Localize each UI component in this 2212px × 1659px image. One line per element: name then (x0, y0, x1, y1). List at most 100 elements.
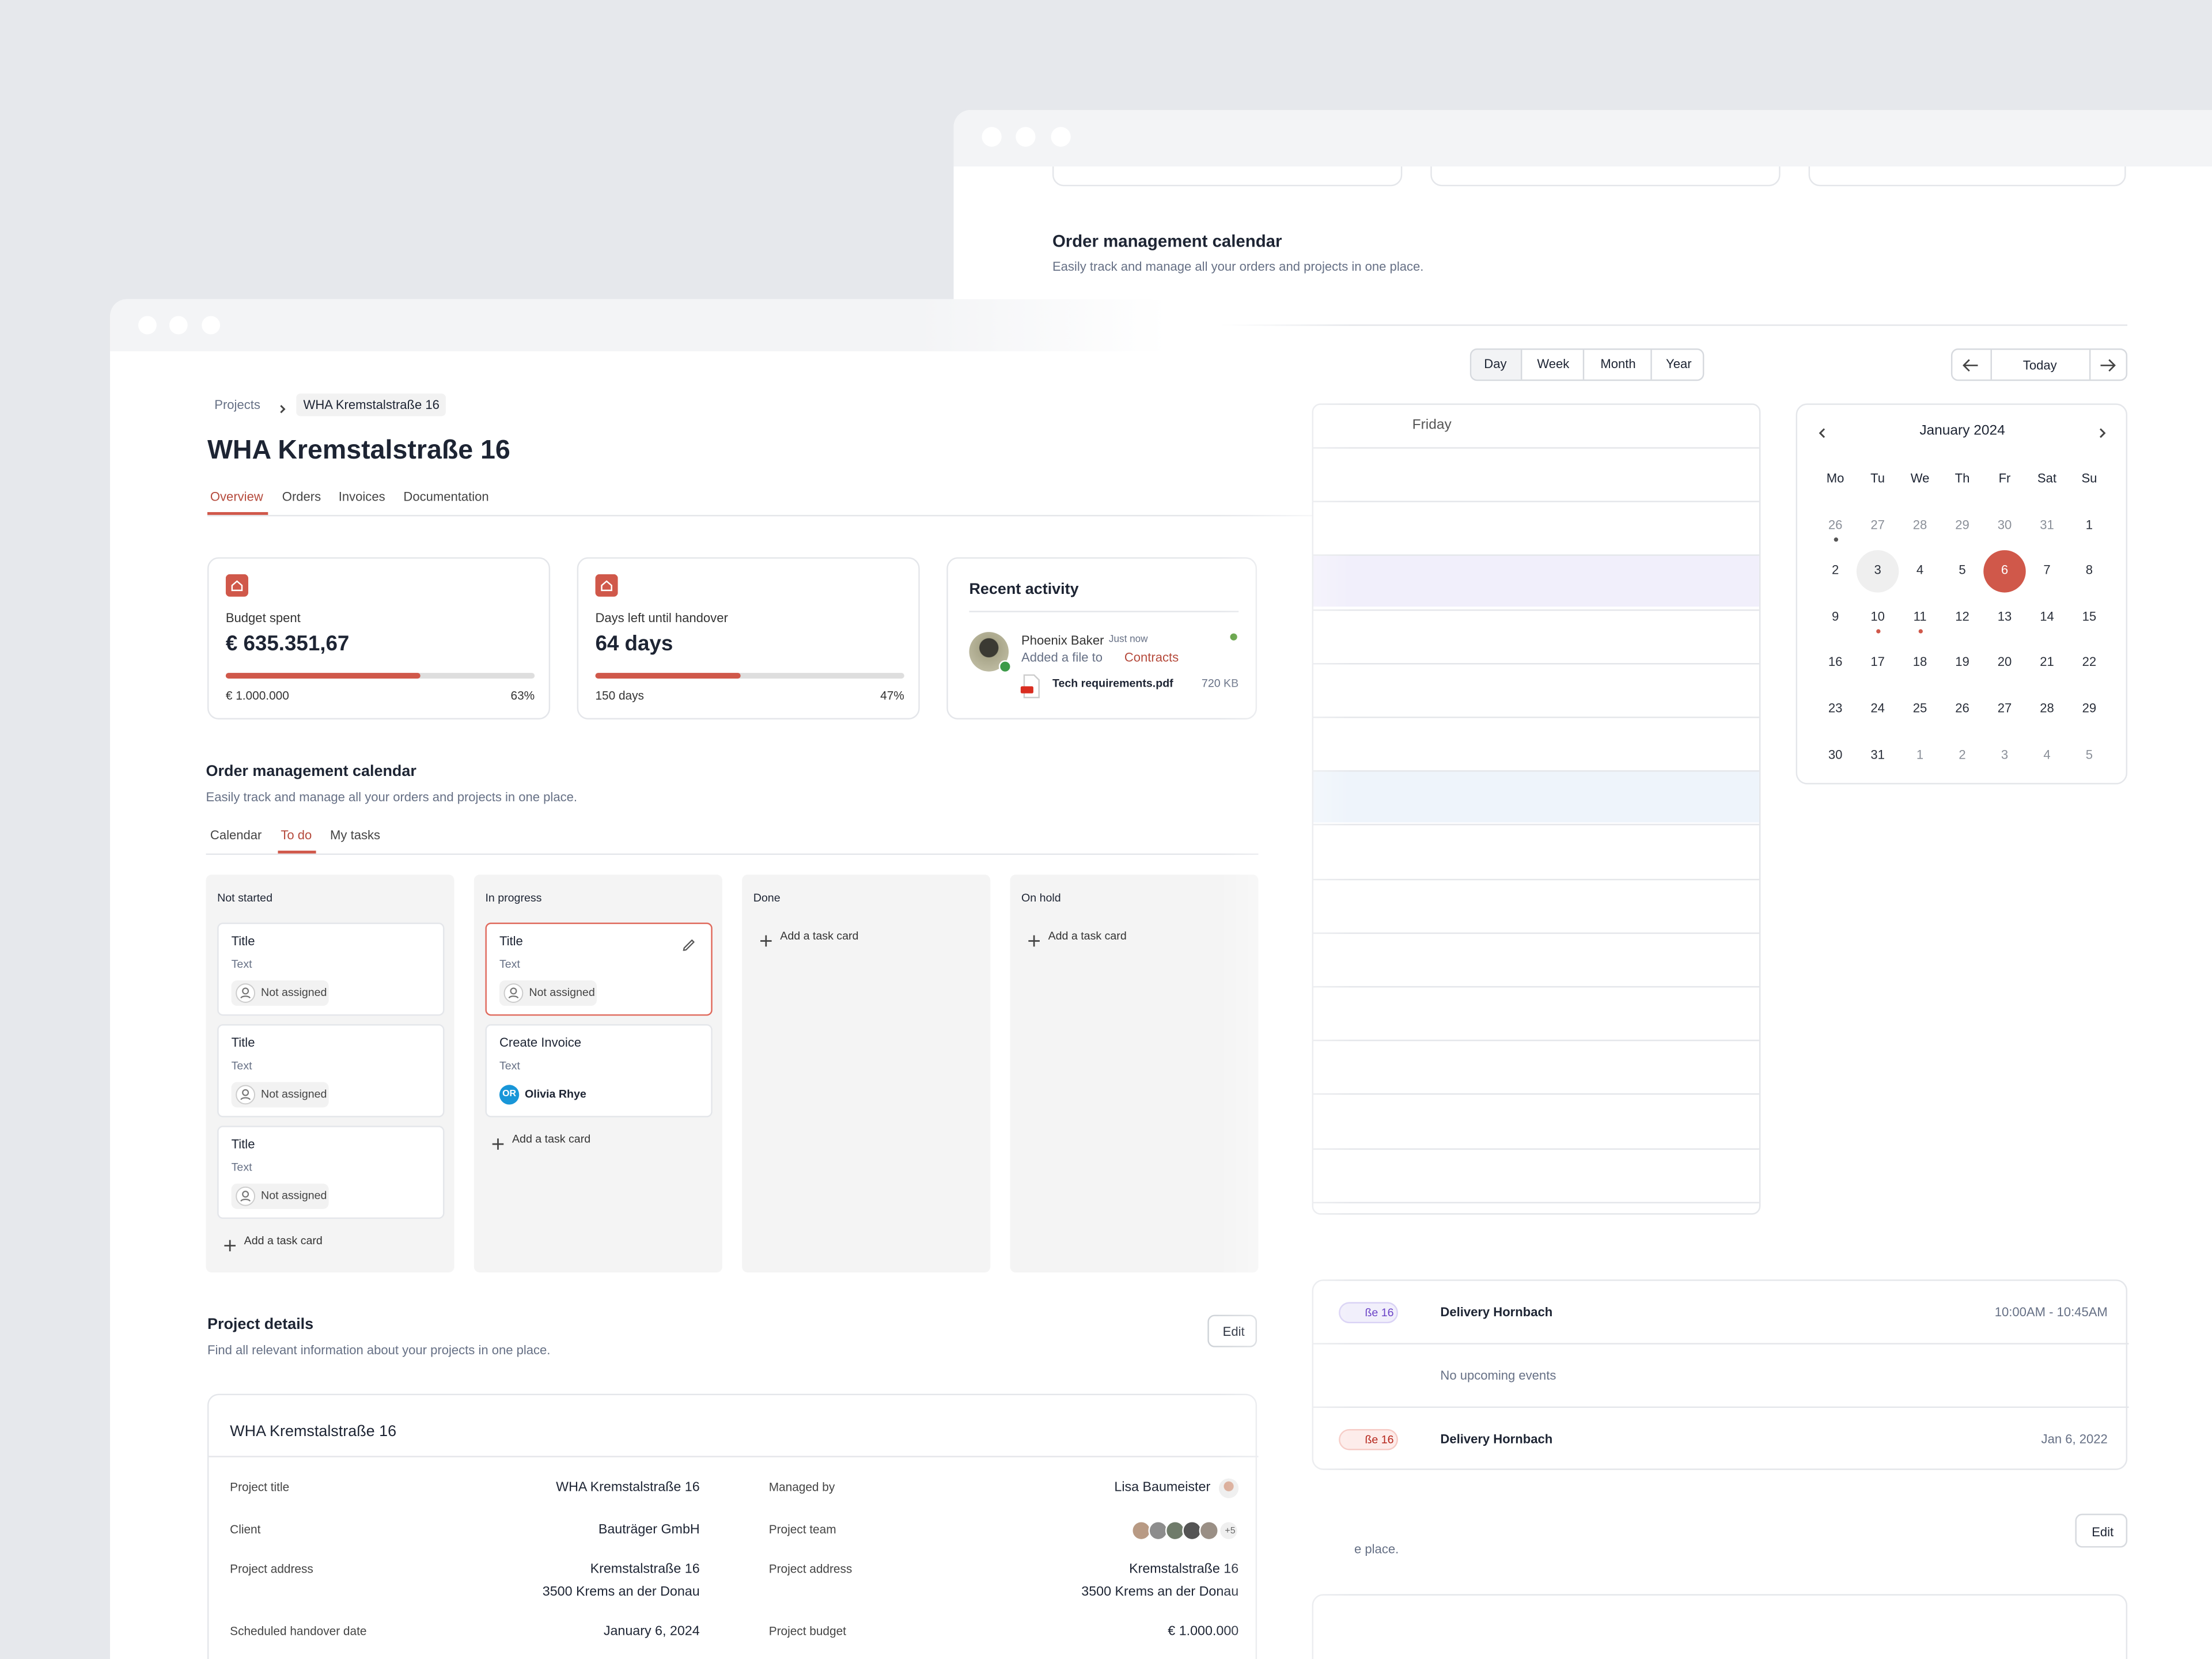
calendar-day[interactable]: 5 (2085, 747, 2093, 762)
calendar-day[interactable]: 2 (1831, 563, 1839, 578)
card-title: Recent activity (969, 581, 1079, 599)
calendar-day[interactable]: 8 (2085, 563, 2093, 578)
calendar-day[interactable]: 7 (2043, 563, 2051, 578)
event-dot (1918, 629, 1922, 634)
calendar-day[interactable]: 5 (1959, 563, 1966, 578)
view-button-label[interactable]: Month (1600, 357, 1636, 372)
calendar-day[interactable]: 10 (1870, 609, 1885, 623)
column-title: Not started (217, 892, 272, 905)
calendar-day[interactable]: 28 (1912, 517, 1927, 532)
calendar-day[interactable]: 30 (1828, 747, 1843, 762)
edit-button-label[interactable]: Edit (2092, 1524, 2114, 1539)
edit-button[interactable]: Edit (1207, 1315, 1257, 1347)
progress-fill (225, 673, 421, 679)
calendar-day[interactable]: 21 (2040, 655, 2054, 669)
stat-percent: 47% (880, 688, 904, 703)
calendar-day[interactable]: 2 (1959, 747, 1966, 762)
today-button[interactable]: Today (2022, 358, 2057, 373)
calendar-day[interactable]: 19 (1955, 655, 1969, 669)
view-button-label[interactable]: Year (1666, 357, 1692, 372)
tab[interactable]: Invoices (338, 488, 385, 503)
calendar-day[interactable]: 31 (1870, 747, 1885, 762)
hour-line (1313, 662, 1759, 664)
tab[interactable]: My tasks (330, 827, 381, 842)
prev-arrow-svg (1963, 359, 1978, 372)
selected-circle (1983, 550, 2026, 592)
task-card[interactable]: Title Text Not assigned (217, 922, 445, 1016)
title-bar (953, 110, 2212, 166)
detail-value: January 6, 2024 (603, 1624, 700, 1640)
calendar-day[interactable]: 1 (2085, 517, 2093, 532)
detail-label: Project team (768, 1522, 836, 1536)
calendar-day[interactable]: 14 (2040, 609, 2054, 623)
view-button[interactable]: Week (1521, 350, 1583, 380)
calendar-day[interactable]: 9 (1831, 609, 1839, 623)
calendar-day[interactable]: 11 (1913, 609, 1927, 623)
calendar-day[interactable]: 26 (1828, 517, 1843, 532)
calendar-day[interactable]: 31 (2040, 517, 2054, 532)
breadcrumb-item[interactable]: Projects (214, 397, 260, 412)
calendar-day[interactable]: 24 (1870, 701, 1885, 715)
plus-icon (223, 1234, 237, 1252)
view-button[interactable]: Day (1471, 350, 1521, 380)
breadcrumb-current: WHA Kremstalstraße 16 (296, 393, 446, 416)
task-card[interactable]: Title Text Not assigned (217, 1024, 445, 1118)
task-card[interactable]: Create Invoice Text OR Olivia Rhye (485, 1024, 713, 1118)
calendar-day[interactable]: 13 (1997, 609, 2012, 623)
detail-label: Client (230, 1522, 261, 1536)
add-card[interactable]: Add a task card (1048, 930, 1127, 943)
calendar-day[interactable]: 25 (1912, 701, 1927, 715)
calendar-day[interactable]: 4 (1916, 563, 1924, 578)
add-card[interactable]: Add a task card (244, 1234, 323, 1248)
window-dot (1016, 127, 1036, 147)
edit-button[interactable]: Edit (2075, 1513, 2128, 1548)
view-button[interactable]: Year (1650, 350, 1703, 380)
calendar-day[interactable]: 18 (1912, 655, 1927, 669)
calendar-day[interactable]: 16 (1828, 655, 1843, 669)
view-button[interactable]: Month (1582, 350, 1651, 380)
calendar-day[interactable]: 15 (2082, 609, 2097, 623)
detail-label: Project title (230, 1479, 290, 1494)
plus-icon (491, 1133, 505, 1150)
tab[interactable]: To do (281, 827, 312, 842)
view-button-label[interactable]: Day (1484, 357, 1507, 372)
calendar-day[interactable]: 3 (1874, 563, 1881, 578)
tab[interactable]: Overview (210, 488, 263, 503)
tab[interactable]: Documentation (403, 488, 489, 503)
person-icon-svg (503, 983, 524, 1003)
calendar-day[interactable]: 29 (1955, 517, 1969, 532)
tab-underline (278, 850, 316, 854)
calendar-day[interactable]: 17 (1870, 655, 1885, 669)
page-title: WHA Kremstalstraße 16 (207, 435, 510, 465)
card-title: Title (231, 1136, 255, 1151)
events-list: ße 16 Delivery Hornbach 10:00AM - 10:45AM N… (1312, 1279, 2129, 1470)
calendar-day[interactable]: 30 (1997, 517, 2012, 532)
calendar-day[interactable]: 3 (2001, 747, 2009, 762)
calendar-day[interactable]: 23 (1828, 701, 1843, 715)
calendar-day[interactable]: 27 (1997, 701, 2012, 715)
view-button-label[interactable]: Week (1537, 357, 1570, 372)
calendar-day[interactable]: 20 (1997, 655, 2012, 669)
add-card[interactable]: Add a task card (512, 1132, 591, 1146)
calendar-day[interactable]: 12 (1955, 609, 1969, 623)
task-card[interactable]: Title Text Not assigned (217, 1126, 445, 1219)
calendar-day[interactable]: 22 (2082, 655, 2097, 669)
stat-percent: 63% (510, 688, 535, 703)
weekday: Th (1955, 470, 1970, 485)
tab[interactable]: Orders (282, 488, 321, 503)
calendar-day[interactable]: 28 (2040, 701, 2054, 715)
calendar-day[interactable]: 26 (1955, 701, 1969, 715)
tab[interactable]: Calendar (210, 827, 262, 842)
task-card[interactable]: Title Text Not assigned (485, 922, 713, 1016)
tabs-divider (207, 514, 1312, 517)
activity-link[interactable]: Contracts (1124, 649, 1179, 664)
hour-line (1313, 717, 1759, 718)
calendar-day[interactable]: 6 (2001, 563, 2009, 578)
edit-button-label[interactable]: Edit (1222, 1324, 1245, 1339)
add-card[interactable]: Add a task card (780, 930, 859, 943)
divider (1313, 1406, 2129, 1408)
calendar-day[interactable]: 29 (2082, 701, 2097, 715)
calendar-day[interactable]: 1 (1916, 747, 1924, 762)
calendar-day[interactable]: 27 (1870, 517, 1885, 532)
calendar-day[interactable]: 4 (2043, 747, 2051, 762)
